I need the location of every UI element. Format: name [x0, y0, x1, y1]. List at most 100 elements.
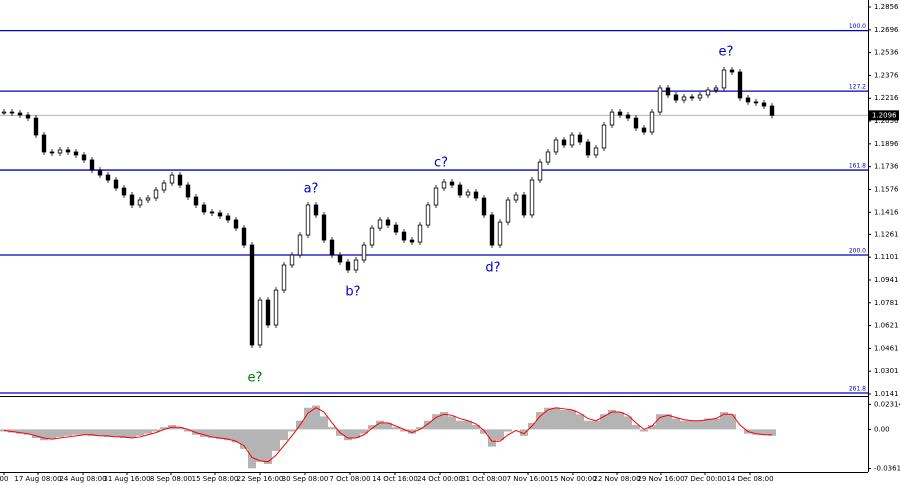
- candle-body: [73, 151, 79, 156]
- candle-body: [161, 182, 167, 191]
- y-tick-label: 0.02314: [874, 400, 900, 408]
- x-tick-label: 7 Nov 16:00: [507, 475, 550, 483]
- candle-body: [217, 212, 223, 217]
- candle-body: [121, 187, 127, 196]
- histogram-bar: [720, 412, 728, 430]
- candle-body: [257, 299, 263, 346]
- x-tick-label: 00: [0, 475, 8, 483]
- histogram-bar: [16, 429, 24, 434]
- histogram-bar: [200, 429, 208, 437]
- candle-body: [249, 244, 255, 346]
- y-tick-label: 1.0461: [874, 344, 899, 352]
- histogram-bar: [232, 429, 240, 443]
- x-tick-label: 14 Oct 16:00: [372, 475, 418, 483]
- candle-body: [417, 224, 423, 243]
- histogram-bar: [648, 425, 656, 430]
- candle-body: [593, 147, 599, 156]
- candle-body: [225, 215, 231, 221]
- candle-body: [193, 196, 199, 206]
- y-tick-label: 1.2056: [874, 117, 899, 125]
- candle-body: [89, 159, 95, 171]
- candle-body: [745, 97, 751, 103]
- candle-body: [497, 221, 503, 246]
- y-tick-label: 1.1101: [874, 253, 899, 261]
- candle-body: [185, 184, 191, 198]
- histogram-bar: [424, 420, 432, 430]
- y-tick-label: 1.0141: [874, 390, 899, 398]
- candle-body: [569, 134, 575, 146]
- histogram-bar: [400, 429, 408, 432]
- candle-body: [57, 149, 63, 154]
- candle-body: [65, 149, 71, 153]
- histogram-bar: [32, 429, 40, 439]
- histogram-bar: [568, 409, 576, 430]
- candle-body: [585, 141, 591, 156]
- wave-label: b?: [345, 285, 360, 300]
- histogram-bar: [728, 414, 736, 430]
- y-tick-label: 1.2376: [874, 71, 899, 79]
- candle-body: [761, 102, 767, 107]
- histogram-bar: [272, 429, 280, 451]
- histogram-bar: [544, 407, 552, 430]
- x-tick-label: 8 Sep 08:00: [150, 475, 192, 483]
- histogram-bar: [88, 429, 96, 436]
- candle-body: [17, 112, 23, 116]
- y-tick-label: 1.0301: [874, 367, 899, 375]
- histogram-bar: [80, 429, 88, 435]
- histogram-bar: [8, 429, 16, 433]
- candle-body: [329, 239, 335, 256]
- histogram-bar: [656, 414, 664, 430]
- histogram-bar: [320, 416, 328, 430]
- candle-body: [553, 139, 559, 153]
- histogram-bar: [312, 405, 320, 430]
- candle-body: [697, 94, 703, 99]
- fib-level-label: 261.8: [849, 386, 866, 393]
- histogram-bar: [224, 429, 232, 441]
- histogram-bar: [104, 429, 112, 437]
- histogram-bar: [368, 425, 376, 430]
- x-tick-label: 22 Sep 16:00: [237, 475, 284, 483]
- histogram-bar: [552, 407, 560, 430]
- histogram-bar: [432, 414, 440, 430]
- y-tick-label: 1.1416: [874, 208, 899, 216]
- candle-body: [385, 219, 391, 226]
- histogram-bar: [672, 418, 680, 430]
- candle-body: [233, 219, 239, 229]
- candle-body: [601, 124, 607, 149]
- candle-body: [297, 234, 303, 256]
- histogram-bar: [352, 429, 360, 439]
- histogram-bar: [184, 429, 192, 432]
- candle-body: [721, 69, 727, 89]
- y-tick-label: 1.1261: [874, 230, 899, 238]
- fib-level-label: 127.2: [849, 84, 866, 91]
- histogram-bar: [72, 429, 80, 435]
- histogram-bar: [160, 427, 168, 430]
- candle-body: [177, 174, 183, 186]
- candle-body: [673, 94, 679, 101]
- histogram-bar: [488, 429, 496, 447]
- candle-body: [145, 197, 151, 201]
- histogram-bar: [56, 429, 64, 437]
- histogram-bar: [456, 420, 464, 430]
- histogram-bar: [616, 412, 624, 430]
- y-tick-label: 1.0941: [874, 276, 899, 284]
- histogram-bar: [240, 429, 248, 449]
- wave-label: e?: [248, 371, 263, 386]
- histogram-bar: [464, 420, 472, 430]
- y-tick-label: 1.1896: [874, 140, 899, 148]
- x-tick-label: 7 Oct 08:00: [329, 475, 370, 483]
- histogram-bar: [344, 429, 352, 441]
- histogram-bar: [760, 429, 768, 435]
- candle-body: [449, 181, 455, 186]
- histogram-bar: [288, 429, 296, 432]
- histogram-bar: [536, 412, 544, 430]
- candle-body: [105, 174, 111, 181]
- candle-body: [425, 204, 431, 226]
- y-tick-label: 1.1736: [874, 163, 899, 171]
- x-tick-label: 24 Oct 00:00: [417, 475, 463, 483]
- candle-body: [337, 254, 343, 263]
- histogram-bar: [752, 429, 760, 435]
- candle-body: [313, 204, 319, 216]
- candle-body: [33, 117, 39, 136]
- candle-body: [665, 87, 671, 96]
